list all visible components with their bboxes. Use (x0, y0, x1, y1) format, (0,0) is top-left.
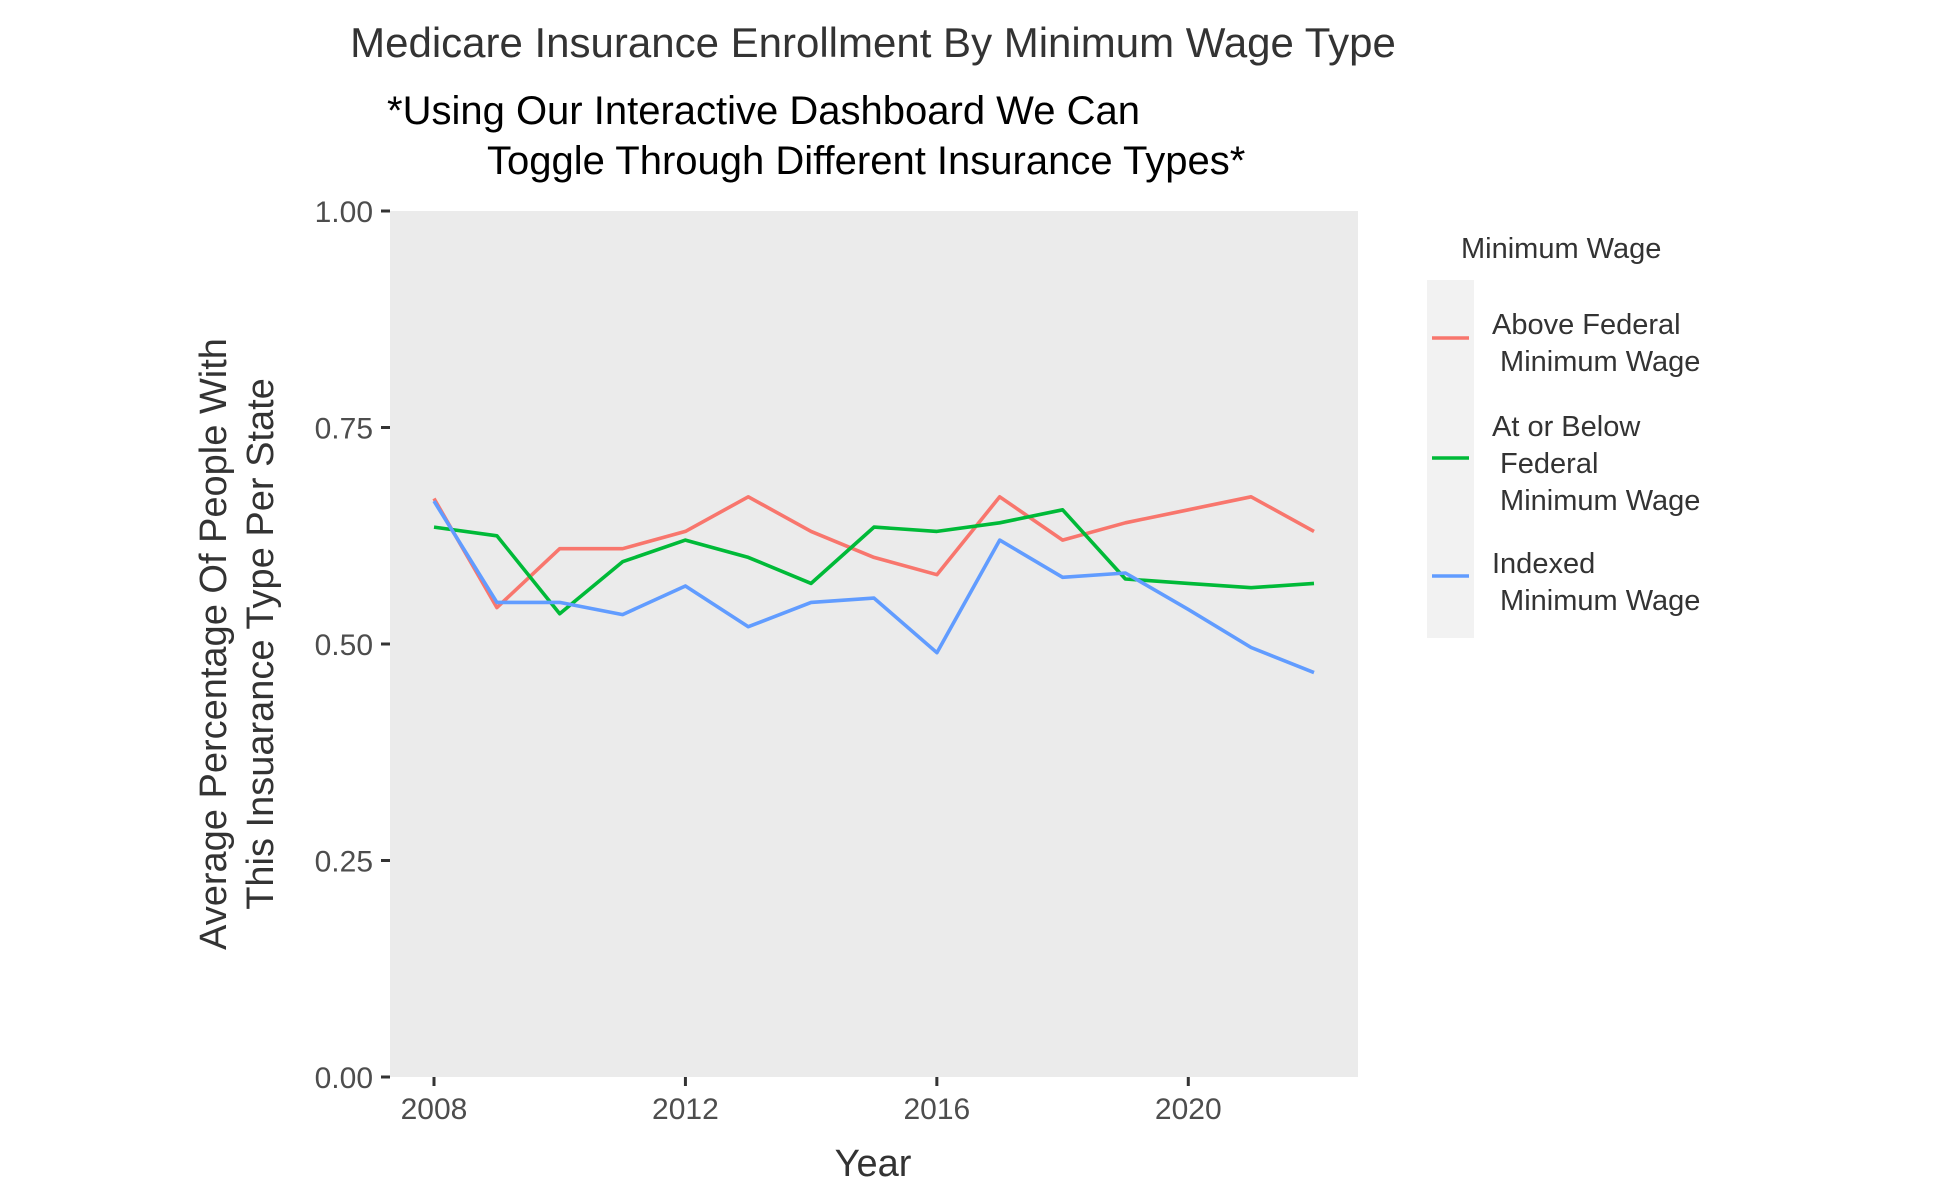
y-tick-label: 0.50 (315, 629, 373, 662)
legend: Minimum Wage Above Federal Minimum WageA… (1427, 233, 1700, 638)
legend-label-2: Federal (1492, 448, 1598, 480)
y-axis-title-line-2: This Insuarance Type Per State (240, 378, 282, 910)
series-line-1 (432, 494, 1315, 610)
series-line-2 (433, 507, 1315, 616)
series-line-3 (432, 500, 1315, 675)
legend-label-3: Indexed (1492, 548, 1595, 580)
y-axis: 0.00 0.25 0.50 0.75 1.00 (315, 196, 390, 1095)
legend-label-1: Above Federal (1492, 309, 1681, 341)
x-tick-label: 2008 (401, 1093, 468, 1126)
chart-subtitle-line-2: Toggle Through Different Insurance Types… (487, 139, 1245, 183)
legend-title: Minimum Wage (1461, 233, 1661, 265)
legend-items: Above Federal Minimum Wage At or Below Fe… (1432, 309, 1700, 617)
legend-label-2: Minimum Wage (1492, 485, 1700, 517)
series-lines (432, 494, 1315, 675)
chart-title: Medicare Insurance Enrollment By Minimum… (350, 19, 1396, 66)
x-tick-label: 2020 (1155, 1093, 1222, 1126)
legend-label-1: Minimum Wage (1492, 346, 1700, 378)
x-tick-label: 2012 (652, 1093, 719, 1126)
x-axis-title: Year (835, 1143, 912, 1185)
x-axis: 2008 2012 2016 2020 (401, 1077, 1222, 1126)
plot-panel (390, 211, 1358, 1077)
y-axis-title-line-1: Average Percentage Of People With (193, 338, 235, 950)
legend-label-2: At or Below (1492, 411, 1641, 443)
x-tick-label: 2016 (903, 1093, 970, 1126)
y-tick-label: 0.00 (315, 1062, 373, 1095)
legend-label-3: Minimum Wage (1492, 585, 1700, 617)
chart-subtitle-line-1: *Using Our Interactive Dashboard We Can (387, 89, 1140, 133)
y-tick-label: 1.00 (315, 196, 373, 229)
y-tick-label: 0.25 (315, 846, 373, 879)
y-tick-label: 0.75 (315, 413, 373, 446)
